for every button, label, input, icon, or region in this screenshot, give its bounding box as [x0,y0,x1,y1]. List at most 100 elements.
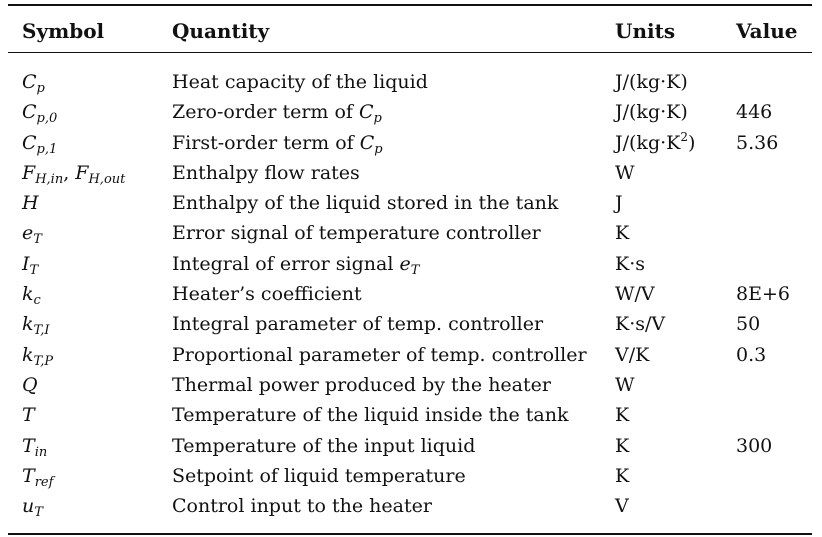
table-row: Cp Heat capacity of the liquid J/(kg·K) [8,67,812,97]
units-cell: W [615,373,635,396]
table-row: H Enthalpy of the liquid stored in the ta… [8,188,812,218]
units-cell: K [615,464,630,487]
symbol-cell: T [22,404,35,426]
units-cell: K [615,434,630,457]
table-row: kT,I Integral parameter of temp. controll… [8,309,812,339]
table-row: Tref Setpoint of liquid temperature K [8,461,812,491]
quantity-cell: Temperature of the input liquid [172,435,475,457]
quantity-text: Temperature of the liquid inside the tan… [172,404,569,427]
symbol-cell: kT,P [22,343,54,369]
quantity-symbol-ref-subscript: p [373,111,382,127]
symbol-separator: , [63,161,76,184]
table-row: T Temperature of the liquid inside the ta… [8,400,812,430]
symbol: T [22,404,35,426]
quantity-symbol-ref-main: e [399,252,411,275]
symbol-cell: kc [22,283,41,307]
quantity-cell: Zero-order term of Cp [172,101,382,127]
symbol-cell: Q [22,374,38,396]
parameter-table: Symbol Quantity Units Value Cp Heat capac… [8,4,812,536]
symbol-main: T [22,464,35,487]
header-symbol: Symbol [22,19,105,43]
quantity-text: Enthalpy of the liquid stored in the tan… [172,192,559,215]
units-cell: W/V [615,283,655,306]
header-quantity: Quantity [172,19,270,43]
units-cell: J [615,192,623,215]
quantity-text: Setpoint of liquid temperature [172,464,466,487]
symbol-subscript: p [36,81,45,96]
symbol-main: T [22,434,35,457]
value-cell: 50 [736,313,761,336]
symbol: Tref [22,464,54,490]
symbol-main: F [22,161,36,184]
quantity-cell: Temperature of the liquid inside the tan… [172,404,568,426]
symbol: Cp,0 [22,101,57,125]
units-cell: V [615,495,629,518]
symbol-subscript: T [29,262,39,278]
table-row: Q Thermal power produced by the heater W [8,370,812,400]
quantity-text: Heat capacity of the liquid [172,71,428,93]
symbol-subscript: in [34,444,48,460]
quantity-text: Control input to the heater [172,495,432,518]
value-cell: 446 [736,101,773,124]
symbol-cell: Tin [22,434,48,460]
symbol: uT [22,495,43,521]
symbol-cell: Cp,0 [22,101,57,125]
symbol-main: T [22,404,35,427]
table-header: Symbol Quantity Units Value [8,6,812,52]
quantity-cell: Heat capacity of the liquid [172,71,428,93]
value-cell: 8E+6 [736,283,790,306]
symbol-cell: Cp,1 [22,131,58,157]
quantity-text: Error signal of temperature controller [172,222,541,245]
quantity-cell: Enthalpy of the liquid stored in the tan… [172,192,558,214]
value-cell: 5.36 [736,131,779,154]
table-row: kc Heater’s coefficient W/V 8E+6 [8,279,812,309]
units-text-end: ) [687,131,696,154]
symbol: Cp,1 [22,131,58,157]
quantity-text: Integral parameter of temp. controller [172,313,544,336]
symbol-subscript: T,P [33,353,54,369]
header-rule [8,52,812,53]
quantity-text: Enthalpy flow rates [172,161,360,184]
quantity-symbol-ref-main: C [358,101,374,124]
units-text: J/(kg·K [615,131,681,154]
symbol-main: C [22,131,37,154]
quantity-cell: Setpoint of liquid temperature [172,465,466,487]
top-rule [8,4,812,6]
symbol-cell: Cp [22,71,45,96]
units-superscript: 2 [680,129,688,144]
quantity-symbol-ref: Cp [358,101,382,127]
table-row: uT Control input to the heater V [8,491,812,521]
table-row: IT Integral of error signal eT K·s [8,249,812,279]
quantity-text: Proportional parameter of temp. controll… [172,343,587,366]
symbol: kc [22,283,41,307]
symbol-subscript: T [34,505,43,521]
quantity-cell: Control input to the heater [172,495,432,517]
quantity-text: Integral of error signal [172,252,394,275]
units-cell: K·s/V [615,313,666,336]
table-row: kT,P Proportional parameter of temp. cont… [8,340,812,370]
units-cell: K [615,404,630,427]
symbol-main: k [22,343,34,366]
quantity-cell: Heater’s coefficient [172,283,362,305]
quantity-cell: Integral of error signal eT [172,252,420,278]
quantity-symbol-ref-subscript: T [410,262,420,278]
symbol-main: I [22,252,30,275]
symbol-cell: Tref [22,464,54,490]
value-cell: 300 [736,434,773,457]
symbol-cell: eT [22,222,42,248]
quantity-text: First-order term of [172,131,354,154]
table-row: Cp,1 First-order term of Cp J/(kg·K2) 5.36 [8,128,812,158]
symbol-subscript: T,I [33,323,50,339]
quantity-symbol-ref: eT [399,252,420,278]
table-row: Tin Temperature of the input liquid K 300 [8,431,812,461]
symbol-subscript: ref [34,474,54,490]
symbol: eT [22,222,42,248]
symbol: Q [22,374,38,396]
symbol-cell: H [22,192,39,214]
symbol-subscript: p,1 [36,141,58,157]
symbol-cell: FH,in, FH,out [22,161,125,186]
header-units: Units [615,19,676,43]
symbol-main: k [22,283,34,306]
symbol-subscript: T [33,232,42,248]
quantity-symbol-ref: Cp [360,132,383,156]
